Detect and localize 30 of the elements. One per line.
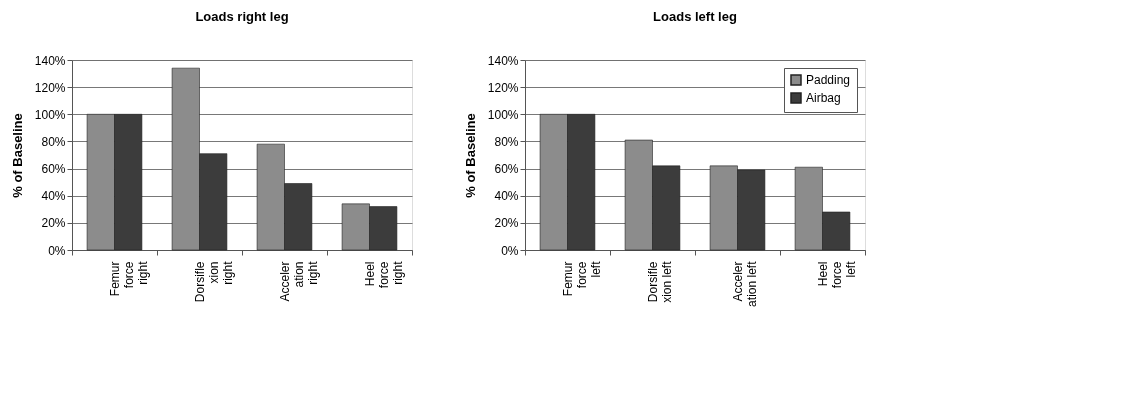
y-tick-label: 0% (501, 243, 519, 258)
x-tick-label: Acceler ation right (278, 260, 320, 302)
x-tick-label: Dorsifle xion left (646, 260, 674, 303)
legend-label: Airbag (806, 91, 841, 105)
chart-title: Loads left leg (653, 9, 737, 24)
y-axis-title: % of Baseline (462, 113, 478, 198)
y-tick-label: 20% (41, 216, 66, 231)
y-tick-label: 120% (34, 80, 66, 95)
chart-title: Loads right leg (195, 9, 289, 24)
y-tick-label: 80% (494, 134, 519, 149)
y-tick-label: 100% (34, 107, 66, 122)
y-axis-title: % of Baseline (9, 113, 25, 198)
legend-label: Padding (806, 73, 851, 87)
y-tick-label: 60% (41, 162, 66, 177)
y-tick-label: 0% (48, 243, 66, 258)
x-tick-label: Heel force left (816, 260, 858, 289)
x-tick-label: Heel force right (363, 260, 405, 289)
y-tick-label: 100% (487, 107, 519, 122)
x-tick-label: Femur force right (108, 260, 150, 297)
y-tick-label: 20% (494, 216, 519, 231)
y-tick-label: 140% (487, 53, 519, 68)
x-tick-label: Femur force left (561, 260, 603, 297)
y-tick-label: 140% (34, 53, 66, 68)
x-tick-label: Acceler ation left (731, 260, 759, 307)
x-tick-label: Dorsifle xion right (193, 260, 235, 303)
y-tick-label: 40% (41, 189, 66, 204)
y-tick-label: 120% (487, 80, 519, 95)
y-tick-label: 80% (41, 134, 66, 149)
y-tick-label: 40% (494, 189, 519, 204)
y-tick-label: 60% (494, 162, 519, 177)
